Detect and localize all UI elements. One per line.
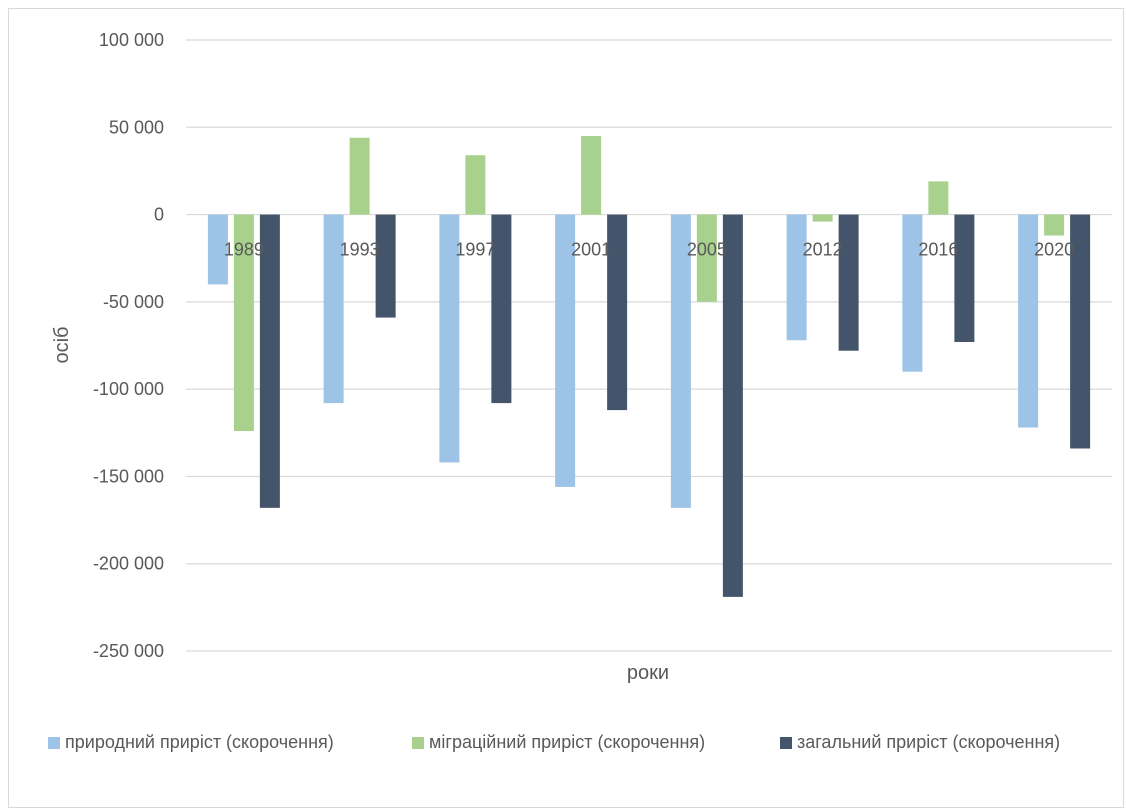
y-tick-label: 100 000: [99, 30, 164, 50]
bar-s2-1989: [259, 214, 280, 508]
legend: природний приріст (скорочення) міграційни…: [48, 732, 1060, 752]
bar-s0-1997: [439, 214, 460, 463]
bar-s1-2001: [581, 136, 602, 215]
bar-s1-1997: [465, 155, 486, 215]
bar-s0-1989: [207, 214, 228, 285]
y-tick-label: 0: [154, 205, 164, 225]
y-tick-label: -50 000: [103, 292, 164, 312]
y-tick-label: -100 000: [93, 379, 164, 399]
bar-s2-1997: [491, 214, 512, 404]
bar-s0-2012: [786, 214, 807, 341]
bar-s1-2005: [696, 214, 717, 302]
bar-s0-2005: [670, 214, 691, 508]
x-category-label: 2016: [918, 240, 958, 260]
legend-label: загальний приріст (скорочення): [797, 732, 1060, 752]
bar-s2-1993: [375, 214, 396, 318]
legend-label: міграційний приріст (скорочення): [429, 732, 705, 752]
bar-s0-1993: [323, 214, 344, 404]
bar-s0-2020: [1018, 214, 1039, 428]
legend-swatch: [412, 737, 424, 749]
y-tick-label: 50 000: [109, 117, 164, 137]
bar-s2-2016: [954, 214, 975, 343]
x-category-label: 1989: [224, 240, 264, 260]
bar-s2-2001: [607, 214, 628, 411]
bar-s2-2020: [1070, 214, 1091, 449]
legend-swatch: [780, 737, 792, 749]
bar-s1-2012: [812, 214, 833, 222]
y-tick-label: -250 000: [93, 641, 164, 661]
legend-swatch: [48, 737, 60, 749]
x-category-label: 2020: [1034, 240, 1074, 260]
bar-s1-2016: [928, 181, 949, 215]
bar-s0-2001: [555, 214, 576, 487]
x-category-label: 2001: [571, 240, 611, 260]
bar-s1-1989: [233, 214, 254, 432]
bar-s2-2005: [722, 214, 743, 597]
x-axis-title: роки: [627, 662, 669, 684]
x-axis-categories: 1989 1993 1997 2001 2005 2012 2016 2020: [224, 240, 1074, 260]
bar-s1-1993: [349, 137, 370, 215]
x-category-label: 1993: [340, 240, 380, 260]
y-tick-label: -150 000: [93, 466, 164, 486]
x-category-label: 1997: [455, 240, 495, 260]
y-axis-ticks: 100 000 50 000 0 -50 000 -100 000 -150 000 -20…: [93, 30, 164, 661]
legend-label: природний приріст (скорочення): [65, 732, 334, 752]
bars: [207, 136, 1091, 597]
x-category-label: 2012: [803, 240, 843, 260]
x-category-label: 2005: [687, 240, 727, 260]
bar-s1-2020: [1044, 214, 1065, 236]
y-tick-label: -200 000: [93, 554, 164, 574]
bar-s2-2012: [838, 214, 859, 351]
y-axis-title: осіб: [51, 326, 73, 363]
bar-s0-2016: [902, 214, 923, 372]
